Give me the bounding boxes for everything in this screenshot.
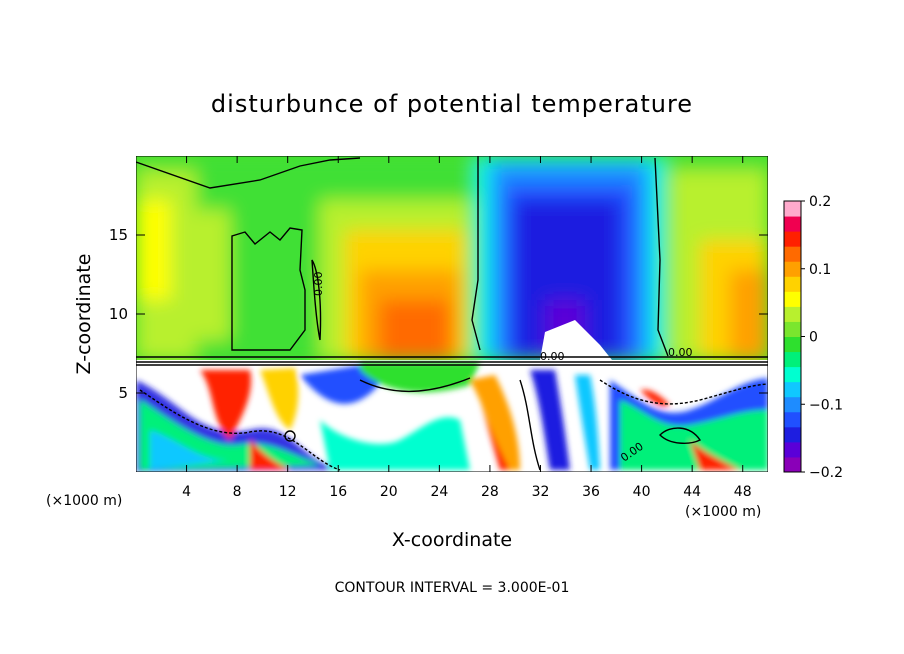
colorbar-swatch [784,381,801,398]
y-axis: 5 10 15 [109,226,768,402]
colorbar-swatch [784,306,801,322]
colorbar-swatch [784,411,801,428]
colorbar-swatch [784,351,801,368]
x-tick-label: 16 [329,484,347,500]
contour-interval: CONTOUR INTERVAL = 3.000E-01 [335,580,570,596]
colorbar-swatch [784,456,801,473]
colorbar-tick-label: −0.2 [809,465,843,481]
colorbar-swatch [784,321,801,337]
colorbar-swatch [784,336,801,353]
x-tick-label: 44 [683,484,701,500]
colorbar-swatch [784,276,801,292]
x-axis: 4 8 12 16 20 24 28 32 36 40 44 48 [182,156,752,500]
contour-label: 0.00 [668,346,693,359]
x-tick-label: 24 [430,484,448,500]
chart-title: disturbunce of potential temperature [211,90,693,118]
x-tick-label: 20 [380,484,398,500]
x-unit-right: (×1000 m) [685,504,761,520]
colorbar-swatch [784,261,801,277]
colorbar-swatch [784,366,801,383]
y-tick-label: 15 [109,226,128,244]
y-tick-label: 5 [118,384,128,402]
x-tick-label: 36 [582,484,600,500]
colorbar-swatch [784,426,801,443]
x-tick-label: 8 [233,484,242,500]
y-tick-label: 10 [109,305,128,323]
contour-label: 0.00 [540,350,565,363]
colorbar: 0.2 0.1 0 −0.1 −0.2 [783,194,843,481]
colorbar-swatch [784,246,801,262]
y-axis-label: Z-coordinate [73,254,95,375]
colorbar-tick-label: 0.2 [809,194,831,210]
contour-lines [136,156,768,471]
x-tick-label: 12 [279,484,297,500]
colorbar-swatch [784,231,801,247]
colorbar-swatch [784,441,801,458]
contour-label: 0.00 [312,272,325,297]
x-tick-label: 28 [481,484,499,500]
x-tick-label: 32 [532,484,550,500]
colorbar-swatch [784,396,801,413]
colorbar-swatch [784,216,801,232]
plot-area [136,156,768,472]
x-axis-label: X-coordinate [392,529,512,551]
white-patch [540,320,612,360]
x-tick-label: 4 [182,484,191,500]
colorbar-swatch [784,291,801,307]
x-unit-left: (×1000 m) [46,493,122,509]
colorbar-tick-label: 0.1 [809,262,831,278]
x-tick-label: 40 [633,484,651,500]
x-tick-label: 48 [734,484,752,500]
colorbar-tick-label: 0 [809,330,818,346]
colorbar-swatch [784,201,801,217]
upper-field [136,156,768,361]
colorbar-tick-label: −0.1 [809,397,843,413]
